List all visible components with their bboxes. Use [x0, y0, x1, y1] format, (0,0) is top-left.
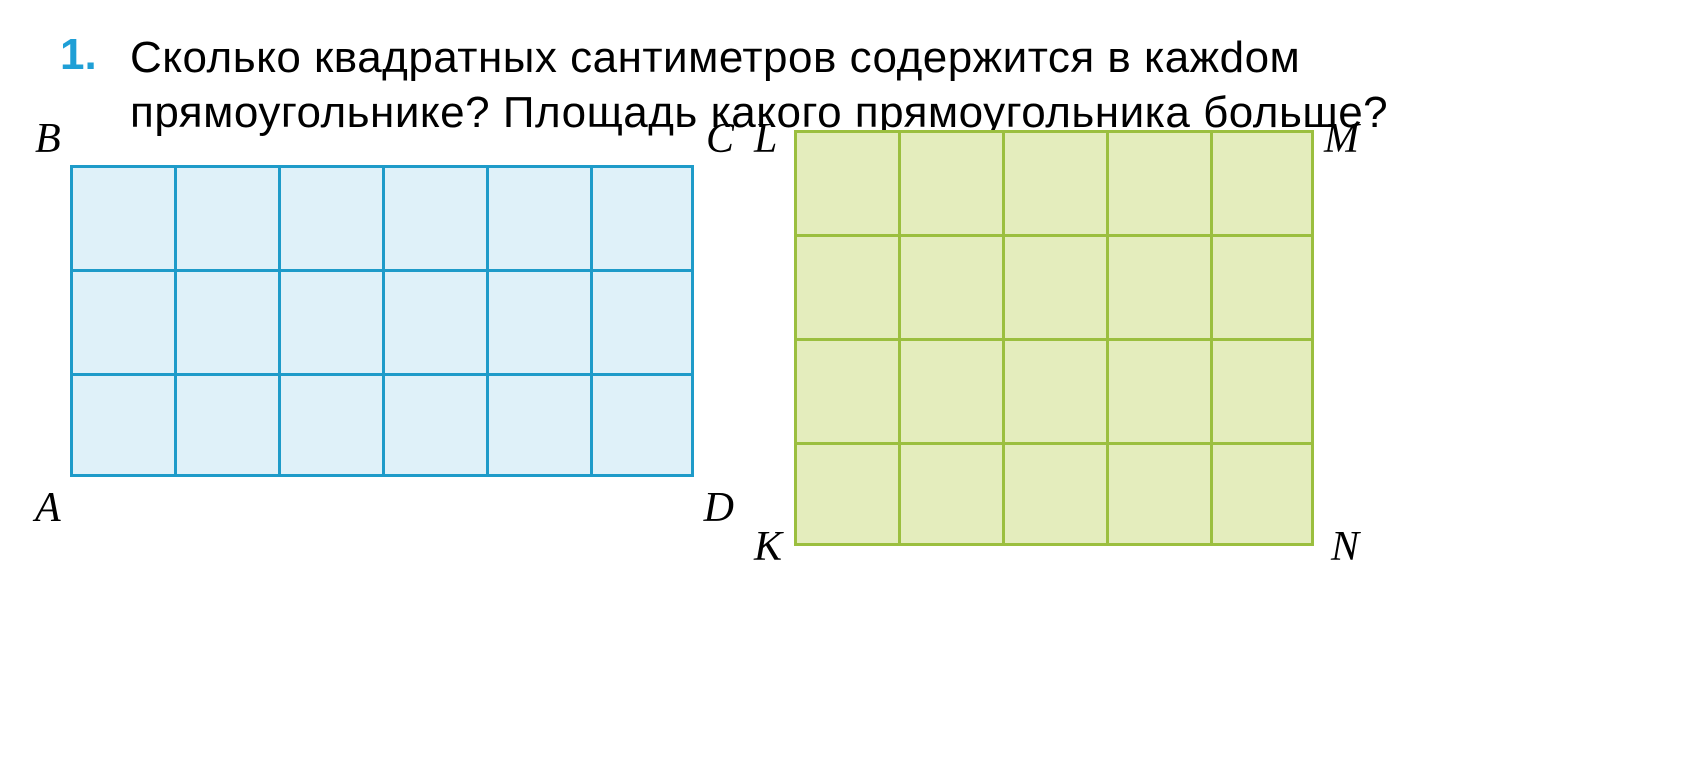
vertex-label-m: M — [1324, 115, 1359, 163]
rectangle-klmn-grid — [794, 130, 1314, 546]
klmn-cell — [794, 234, 898, 338]
abcd-cell — [382, 373, 486, 477]
vertex-label-b: B — [35, 115, 61, 163]
abcd-cell — [70, 269, 174, 373]
abcd-cell — [70, 165, 174, 269]
abcd-cell — [70, 373, 174, 477]
klmn-cell — [1210, 234, 1314, 338]
klmn-cell — [1210, 442, 1314, 546]
klmn-cell — [1002, 338, 1106, 442]
klmn-cell — [1106, 442, 1210, 546]
vertex-label-a: A — [35, 484, 61, 532]
abcd-cell — [278, 165, 382, 269]
abcd-cell — [486, 269, 590, 373]
klmn-cell — [1002, 130, 1106, 234]
abcd-cell — [590, 165, 694, 269]
problem-number: 1. — [60, 30, 100, 80]
abcd-cell — [278, 373, 382, 477]
figures-row: B C A D L M K N — [60, 165, 1626, 546]
klmn-cell — [898, 130, 1002, 234]
abcd-cell — [278, 269, 382, 373]
vertex-label-c: C — [706, 115, 734, 163]
rectangle-klmn-wrap: L M K N — [794, 130, 1314, 546]
vertex-label-d: D — [704, 484, 734, 532]
klmn-cell — [794, 442, 898, 546]
klmn-cell — [794, 130, 898, 234]
abcd-cell — [174, 165, 278, 269]
abcd-cell — [590, 373, 694, 477]
klmn-cell — [794, 338, 898, 442]
rectangle-abcd-wrap: B C A D — [70, 165, 694, 477]
abcd-cell — [486, 165, 590, 269]
abcd-cell — [486, 373, 590, 477]
klmn-cell — [1106, 234, 1210, 338]
klmn-cell — [1106, 338, 1210, 442]
vertex-label-l: L — [754, 115, 777, 163]
vertex-label-n: N — [1331, 523, 1359, 571]
problem-block: 1. Сколько квадратных сантиметров содерж… — [60, 30, 1626, 140]
klmn-cell — [1002, 234, 1106, 338]
abcd-cell — [174, 269, 278, 373]
abcd-cell — [382, 165, 486, 269]
abcd-cell — [382, 269, 486, 373]
abcd-cell — [174, 373, 278, 477]
problem-text: Сколько квадратных сантиметров содержитс… — [130, 30, 1626, 140]
klmn-cell — [1002, 442, 1106, 546]
abcd-cell — [590, 269, 694, 373]
vertex-label-k: K — [754, 523, 782, 571]
klmn-cell — [898, 442, 1002, 546]
klmn-cell — [1210, 338, 1314, 442]
klmn-cell — [1210, 130, 1314, 234]
klmn-cell — [898, 234, 1002, 338]
rectangle-abcd-grid — [70, 165, 694, 477]
klmn-cell — [1106, 130, 1210, 234]
klmn-cell — [898, 338, 1002, 442]
